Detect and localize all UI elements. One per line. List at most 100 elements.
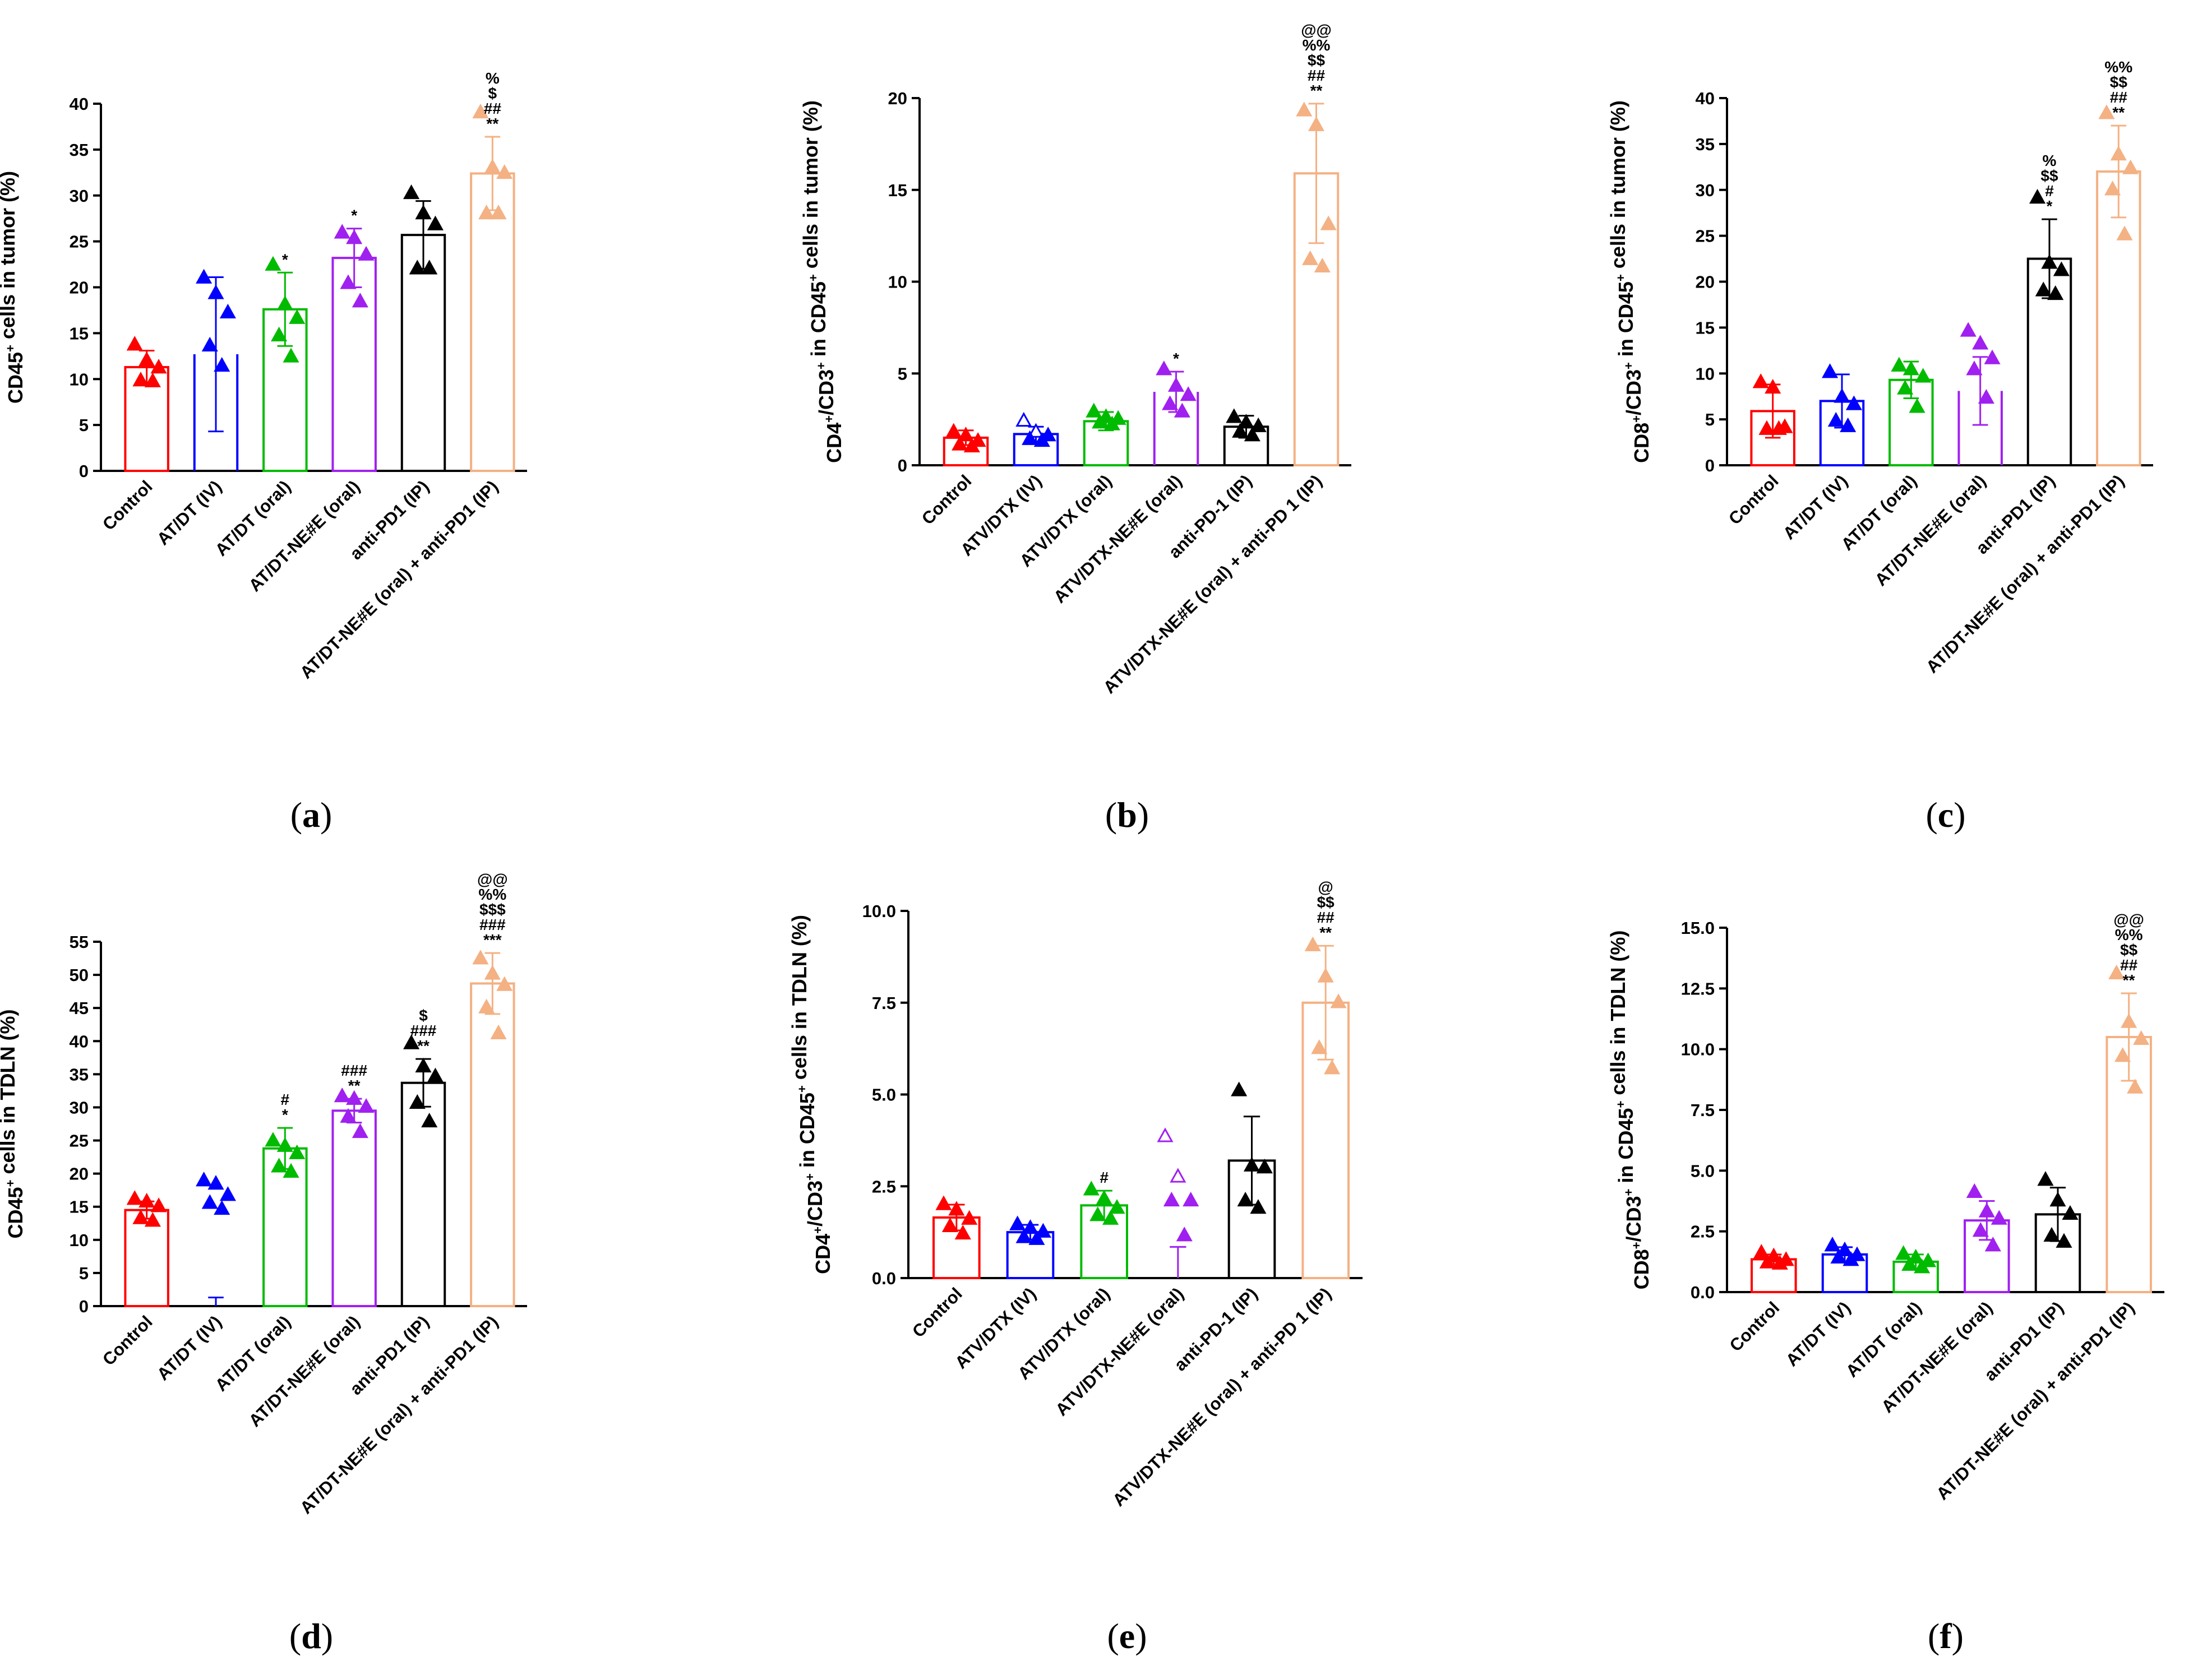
data-point (289, 1144, 306, 1159)
data-point (150, 359, 167, 374)
y-axis-label-part: cells in TDLN (%) (788, 915, 811, 1085)
data-point (201, 336, 218, 352)
y-axis-label-part: in CD45 (807, 281, 830, 362)
category-label: AT/DT (IV) (153, 476, 225, 549)
panel-label-paren: ( (290, 795, 302, 835)
y-axis-label-sup: + (1629, 415, 1643, 423)
y-tick-label: 5.0 (872, 1085, 896, 1105)
y-tick-label: 10 (70, 369, 89, 389)
data-point (478, 998, 495, 1013)
data-point (478, 205, 495, 220)
data-point (1759, 1253, 1776, 1269)
significance-marker: ### (341, 1062, 367, 1079)
y-axis-label: CD8+/CD3+ in CD45+ cells in TDLN (%) (1606, 931, 1653, 1290)
category-label: Control (1726, 1298, 1784, 1355)
data-point (126, 1190, 143, 1205)
y-tick-label: 7.5 (872, 993, 896, 1013)
y-tick-label: 30 (70, 1098, 89, 1117)
y-tick-label: 25 (70, 1131, 89, 1151)
y-tick-label: 10.0 (862, 901, 896, 921)
y-tick-label: 20 (70, 278, 89, 298)
data-point (346, 229, 363, 244)
data-point (1096, 1190, 1112, 1205)
data-point (1180, 386, 1197, 401)
data-point (1895, 1245, 1912, 1260)
data-point (1834, 388, 1850, 403)
category-label: Control (1725, 471, 1783, 529)
data-point (276, 1137, 293, 1152)
data-point (1022, 430, 1038, 445)
significance-marker: @@ (477, 871, 508, 888)
significance-marker: * (282, 1106, 288, 1123)
data-point (1908, 1248, 1924, 1264)
bar-mark (400, 1081, 446, 1308)
data-point (1840, 417, 1857, 432)
data-point (1914, 1258, 1931, 1274)
y-tick-label: 15 (1696, 318, 1715, 337)
significance-marker: * (351, 207, 357, 224)
significance-marker: ** (2123, 971, 2135, 989)
data-point (945, 423, 962, 438)
data-point (1330, 993, 1347, 1008)
y-tick-label: 0.0 (872, 1269, 896, 1288)
significance-marker: *** (483, 931, 502, 948)
y-axis-label-sup: + (1629, 1242, 1643, 1249)
data-point (1960, 322, 1977, 337)
y-axis-label-part: CD45 (4, 1187, 27, 1238)
data-point (358, 246, 375, 261)
y-axis-label-part: cells in tumor (%) (799, 100, 822, 274)
data-point (1752, 373, 1769, 388)
data-point (1022, 1219, 1039, 1234)
data-point (2121, 1013, 2137, 1028)
data-point (1243, 1156, 1260, 1172)
data-point (276, 295, 293, 311)
panel-label: (d) (289, 1616, 333, 1656)
data-point (963, 437, 980, 452)
y-axis-label-sup: + (1622, 1189, 1636, 1196)
significance-marker: ## (2110, 89, 2128, 106)
data-point (490, 1024, 507, 1039)
data-point (1978, 388, 1994, 404)
y-tick-label: 40 (70, 94, 89, 114)
data-point (132, 1209, 149, 1224)
y-tick-label: 15 (70, 323, 89, 343)
y-axis-label-part: /CD3 (804, 1181, 826, 1227)
y-axis-label-sup: + (814, 362, 828, 369)
significance-marker: ## (2120, 956, 2138, 974)
data-point (1984, 349, 2001, 364)
data-point (1027, 423, 1045, 438)
data-point (1901, 1256, 1918, 1271)
data-point (427, 215, 444, 230)
category-label: Control (99, 1312, 156, 1369)
y-tick-label: 10 (888, 272, 907, 292)
panel-label-paren: ) (320, 795, 332, 835)
data-point (1028, 1230, 1045, 1245)
y-tick-label: 5.0 (1691, 1161, 1715, 1181)
y-tick-label: 10 (70, 1230, 89, 1250)
data-point (2062, 1205, 2079, 1220)
category-label: Control (908, 1284, 966, 1341)
data-point (1765, 378, 1781, 394)
data-point (1966, 360, 1983, 376)
data-point (1231, 1081, 1248, 1096)
y-tick-label: 25 (70, 232, 89, 252)
significance-marker: # (281, 1091, 290, 1108)
significance-marker: @@ (2113, 911, 2144, 928)
data-point (1311, 1039, 1328, 1054)
data-point (1903, 360, 1919, 376)
panel-label-paren: ( (289, 1616, 301, 1656)
data-point (2037, 1171, 2054, 1186)
data-point (1897, 379, 1914, 395)
category-label: AT/DT (IV) (1782, 1298, 1854, 1370)
y-tick-label: 12.5 (1681, 979, 1715, 998)
significance-marker: @@ (1301, 21, 1332, 39)
data-point (1830, 1248, 1847, 1264)
data-point (2110, 146, 2127, 161)
data-point (1035, 1223, 1051, 1238)
y-tick-label: 10.0 (1681, 1040, 1715, 1059)
data-point (1162, 395, 1179, 410)
y-tick-label: 5 (79, 415, 89, 435)
data-point (409, 1094, 426, 1109)
y-axis-label-part: cells in tumor (%) (0, 171, 19, 345)
data-point (1972, 335, 1989, 350)
